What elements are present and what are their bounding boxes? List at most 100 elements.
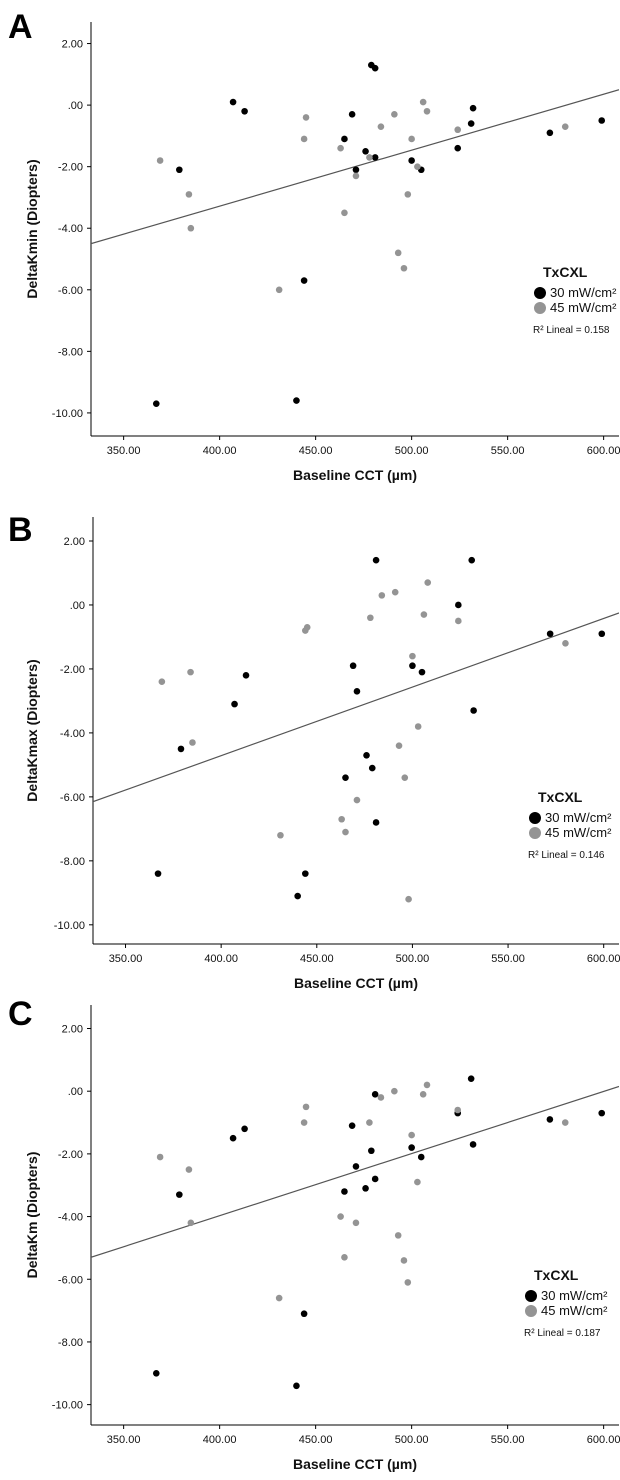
chart-panel-c: C 2.00 .00 -2.00 -4.00 -6.00 -8.00 -10.00 350.00…	[8, 995, 620, 1472]
data-point-45mw	[337, 1213, 344, 1220]
y-tick-label: -8.00	[60, 856, 85, 868]
data-point-45mw	[454, 126, 462, 134]
y-tick-label: -4.00	[60, 728, 85, 740]
data-point-45mw	[414, 723, 422, 730]
data-point-30mw	[467, 1075, 475, 1082]
legend-marker	[525, 1290, 537, 1302]
data-point-30mw	[293, 1382, 300, 1390]
y-tick-label: -8.00	[58, 1337, 83, 1349]
data-point-45mw	[404, 1279, 412, 1286]
data-point-45mw	[401, 774, 409, 781]
data-point-45mw	[391, 588, 399, 596]
data-point-45mw	[187, 224, 195, 232]
data-point-30mw	[349, 662, 357, 670]
data-point-45mw	[400, 264, 408, 272]
chart-panel-a: A 2.00 .00 -2.00 -4.00 -6.00 -8.00 -10.00 350.00…	[8, 8, 620, 483]
data-point-45mw	[404, 191, 412, 198]
y-tick-label: 2.00	[62, 39, 83, 51]
data-point-30mw	[341, 135, 348, 143]
data-point-45mw	[377, 123, 385, 130]
data-point-45mw	[300, 135, 308, 143]
data-point-45mw	[189, 739, 196, 746]
data-point-45mw	[409, 652, 416, 660]
r2-label: R² Lineal = 0.158	[533, 325, 610, 336]
x-tick-label: 600.00	[587, 953, 620, 965]
x-axis-label: Baseline CCT (µm)	[293, 1456, 417, 1472]
data-point-45mw	[394, 1232, 402, 1239]
x-tick-label: 400.00	[203, 445, 237, 457]
data-point-45mw	[400, 1257, 408, 1264]
data-point-30mw	[469, 104, 477, 112]
data-point-30mw	[229, 98, 237, 106]
data-point-45mw	[366, 1119, 373, 1126]
legend-marker	[534, 287, 546, 299]
data-point-45mw	[367, 614, 374, 622]
data-point-45mw	[342, 828, 349, 836]
data-point-45mw	[562, 640, 569, 647]
y-tick-label: -4.00	[58, 223, 83, 235]
y-tick-label: -2.00	[58, 1149, 83, 1161]
r2-label: R² Lineal = 0.187	[524, 1328, 601, 1339]
data-point-30mw	[409, 662, 416, 670]
legend-title: TxCXL	[543, 264, 588, 280]
data-point-30mw	[353, 688, 361, 695]
data-point-45mw	[377, 1094, 385, 1101]
data-point-30mw	[417, 1153, 425, 1161]
panel-letter: C	[8, 995, 33, 1033]
data-point-45mw	[185, 191, 193, 198]
data-point-30mw	[455, 601, 462, 609]
data-point-30mw	[300, 277, 308, 284]
data-point-45mw	[187, 668, 194, 676]
data-point-30mw	[371, 64, 379, 72]
data-point-45mw	[275, 286, 283, 294]
data-point-30mw	[352, 1163, 360, 1170]
x-tick-label: 600.00	[587, 445, 620, 457]
data-point-45mw	[391, 1087, 398, 1095]
x-tick-label: 450.00	[300, 953, 334, 965]
legend-marker	[529, 827, 541, 839]
data-point-45mw	[353, 796, 361, 804]
x-tick-label: 550.00	[491, 1434, 525, 1446]
data-point-30mw	[371, 1175, 379, 1183]
legend-title: TxCXL	[534, 1267, 579, 1283]
y-axis-label: DeltaKmin (Diopters)	[24, 159, 40, 298]
legend-item: 30 mW/cm²	[550, 285, 617, 300]
y-tick-label: -2.00	[58, 162, 83, 174]
data-point-30mw	[371, 1091, 379, 1098]
data-point-45mw	[561, 123, 569, 130]
data-point-30mw	[363, 751, 370, 759]
data-point-45mw	[302, 1103, 310, 1111]
data-point-45mw	[420, 611, 428, 618]
data-point-30mw	[231, 700, 238, 708]
legend-marker	[525, 1305, 537, 1317]
data-point-30mw	[468, 556, 476, 564]
x-tick-label: 550.00	[491, 445, 525, 457]
data-point-30mw	[470, 707, 477, 714]
data-point-30mw	[598, 117, 606, 124]
y-tick-label: .00	[68, 1086, 83, 1098]
y-tick-label: -6.00	[58, 1274, 83, 1286]
data-point-30mw	[598, 630, 606, 638]
data-point-45mw	[156, 1153, 164, 1161]
data-point-30mw	[408, 1144, 415, 1151]
data-point-45mw	[303, 624, 311, 631]
legend-marker	[534, 302, 546, 314]
data-point-30mw	[176, 166, 183, 174]
r2-label: R² Lineal = 0.146	[528, 850, 605, 861]
data-point-45mw	[275, 1294, 283, 1302]
data-point-30mw	[372, 556, 380, 564]
data-point-30mw	[154, 870, 162, 877]
data-point-45mw	[408, 1131, 415, 1139]
legend-item: 30 mW/cm²	[545, 810, 612, 825]
panel-letter: A	[8, 8, 33, 46]
x-tick-label: 550.00	[491, 953, 525, 965]
data-point-45mw	[352, 172, 360, 180]
y-tick-label: -10.00	[54, 920, 85, 932]
data-point-30mw	[348, 1122, 356, 1129]
data-point-30mw	[546, 630, 554, 638]
data-point-30mw	[467, 120, 475, 127]
